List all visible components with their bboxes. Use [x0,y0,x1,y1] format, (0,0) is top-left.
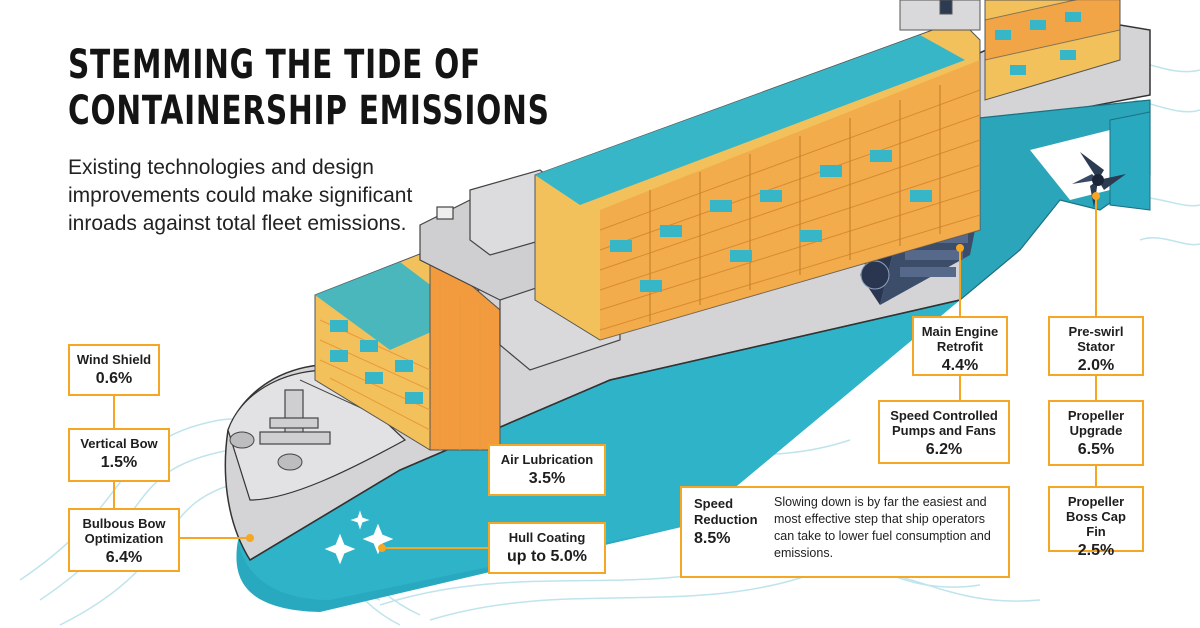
callout-vertical-bow: Vertical Bow 1.5% [68,428,170,482]
callout-value: 0.6% [95,370,133,387]
callout-label: Propeller Upgrade [1067,408,1125,438]
callout-label: Vertical Bow [80,436,158,451]
callout-label: Propeller Boss Cap Fin [1066,494,1126,539]
callout-pre-swirl: Pre-swirl Stator 2.0% [1048,316,1144,376]
callout-label: Speed Reduction [694,496,758,527]
callout-label: Wind Shield [76,352,152,367]
callout-hull-coating: Hull Coating up to 5.0% [488,522,606,574]
crane-icon [259,389,331,445]
rear-container-stack [899,0,1121,101]
callout-value: 8.5% [694,530,731,547]
callout-speed-reduction: Speed Reduction 8.5% Slowing down is by … [680,486,1010,578]
callout-label: Hull Coating [508,530,586,545]
callout-label: Air Lubrication [500,452,594,467]
title-line-1: STEMMING THE TIDE OF [68,42,482,88]
sparkle-icon [324,510,394,565]
callout-wind-shield: Wind Shield 0.6% [68,344,160,396]
subtitle: Existing technologies and design improve… [68,156,413,235]
callout-value: 2.5% [1077,542,1115,559]
rudder [1109,111,1151,211]
callout-value: 6.4% [105,549,143,566]
callout-pumps-fans: Speed Controlled Pumps and Fans 6.2% [878,400,1010,464]
callout-label: Main Engine Retrofit [921,324,999,354]
main-container-stack [534,19,981,341]
page-title: STEMMING THE TIDE OF CONTAINERSHIP EMISS… [68,42,550,134]
callout-value: 2.0% [1077,357,1115,374]
bow-container-stack [314,248,501,451]
callout-main-engine: Main Engine Retrofit 4.4% [912,316,1008,376]
callout-propeller-upgrade: Propeller Upgrade 6.5% [1048,400,1144,466]
callout-value: up to 5.0% [506,548,587,565]
callout-value: 4.4% [941,357,979,374]
callout-value: 1.5% [100,454,138,471]
callout-air-lubrication: Air Lubrication 3.5% [488,444,606,496]
title-line-2: CONTAINERSHIP EMISSIONS [68,88,550,134]
callout-value: 6.2% [925,441,963,458]
callout-label: Pre-swirl Stator [1068,324,1124,354]
anchor-winches [229,431,303,471]
propeller-icon [1072,152,1126,208]
leader-lines [113,196,1097,549]
callout-value: 6.5% [1077,441,1115,458]
callout-bulbous-bow: Bulbous Bow Optimization 6.4% [68,508,180,572]
callout-note: Slowing down is by far the easiest and m… [774,495,991,560]
callout-value: 3.5% [528,470,566,487]
callout-boss-cap: Propeller Boss Cap Fin 2.5% [1048,486,1144,559]
callout-label: Bulbous Bow Optimization [82,516,166,546]
callout-label: Speed Controlled Pumps and Fans [890,408,998,438]
